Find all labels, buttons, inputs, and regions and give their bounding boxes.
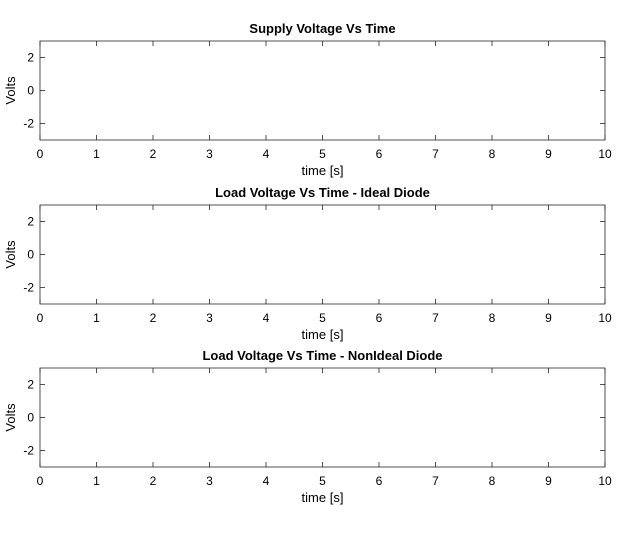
x-tick-label: 1 bbox=[93, 147, 100, 161]
x-tick-label: 6 bbox=[376, 474, 383, 488]
subplot-3: 0 1 2 3 4 5 6 7 8 9 10 -2 0 2 Load Voltage Vs Time - N… bbox=[3, 348, 612, 505]
x-tick-label: 3 bbox=[206, 474, 213, 488]
subplot-1: 0 1 2 3 4 5 6 7 8 9 10 -2 0 2 Supply Voltage Vs Time ti… bbox=[3, 21, 612, 178]
y-tick-label: 0 bbox=[27, 84, 34, 98]
chart-title: Load Voltage Vs Time - Ideal Diode bbox=[215, 185, 430, 200]
axes-frame bbox=[39, 367, 606, 468]
y-tick-label: -2 bbox=[23, 444, 34, 458]
x-tick-label: 3 bbox=[206, 311, 213, 325]
x-tick-label: 0 bbox=[37, 147, 44, 161]
x-axis-label: time [s] bbox=[302, 490, 344, 505]
y-tick-label: 2 bbox=[27, 51, 34, 65]
x-tick-label: 10 bbox=[598, 147, 612, 161]
x-tick-label: 3 bbox=[206, 147, 213, 161]
x-tick-label: 4 bbox=[263, 474, 270, 488]
y-axis-label: Volts bbox=[3, 240, 18, 269]
x-tick-label: 6 bbox=[376, 311, 383, 325]
x-tick-label: 7 bbox=[432, 311, 439, 325]
x-tick-label: 2 bbox=[150, 311, 157, 325]
x-tick-label: 2 bbox=[150, 474, 157, 488]
y-tick-label: -2 bbox=[23, 117, 34, 131]
x-tick-label: 9 bbox=[545, 311, 552, 325]
axes-frame bbox=[39, 204, 606, 305]
x-tick-label: 1 bbox=[93, 474, 100, 488]
x-tick-label: 4 bbox=[263, 311, 270, 325]
x-tick-label: 8 bbox=[489, 311, 496, 325]
y-tick-label: 2 bbox=[27, 378, 34, 392]
y-tick-label: 2 bbox=[27, 215, 34, 229]
x-tick-label: 9 bbox=[545, 474, 552, 488]
y-tick-label: 0 bbox=[27, 248, 34, 262]
subplot-2: 0 1 2 3 4 5 6 7 8 9 10 -2 0 2 Load Voltage Vs Time - I… bbox=[3, 185, 612, 342]
x-axis-label: time [s] bbox=[302, 327, 344, 342]
x-tick-label: 10 bbox=[598, 474, 612, 488]
x-tick-label: 6 bbox=[376, 147, 383, 161]
axes-frame bbox=[39, 40, 606, 141]
x-tick-label: 7 bbox=[432, 147, 439, 161]
x-tick-label: 7 bbox=[432, 474, 439, 488]
x-tick-label: 2 bbox=[150, 147, 157, 161]
y-tick-label: 0 bbox=[27, 411, 34, 425]
y-axis-label: Volts bbox=[3, 76, 18, 105]
x-tick-label: 5 bbox=[319, 474, 326, 488]
x-tick-label: 0 bbox=[37, 311, 44, 325]
x-tick-label: 8 bbox=[489, 474, 496, 488]
chart-title: Load Voltage Vs Time - NonIdeal Diode bbox=[202, 348, 442, 363]
y-tick-label: -2 bbox=[23, 281, 34, 295]
x-tick-label: 5 bbox=[319, 147, 326, 161]
x-tick-label: 5 bbox=[319, 311, 326, 325]
x-tick-label: 10 bbox=[598, 311, 612, 325]
x-tick-label: 0 bbox=[37, 474, 44, 488]
x-tick-label: 1 bbox=[93, 311, 100, 325]
x-tick-label: 9 bbox=[545, 147, 552, 161]
x-tick-label: 8 bbox=[489, 147, 496, 161]
x-tick-label: 4 bbox=[263, 147, 270, 161]
x-axis-label: time [s] bbox=[302, 163, 344, 178]
y-axis-label: Volts bbox=[3, 403, 18, 432]
chart-title: Supply Voltage Vs Time bbox=[249, 21, 395, 36]
